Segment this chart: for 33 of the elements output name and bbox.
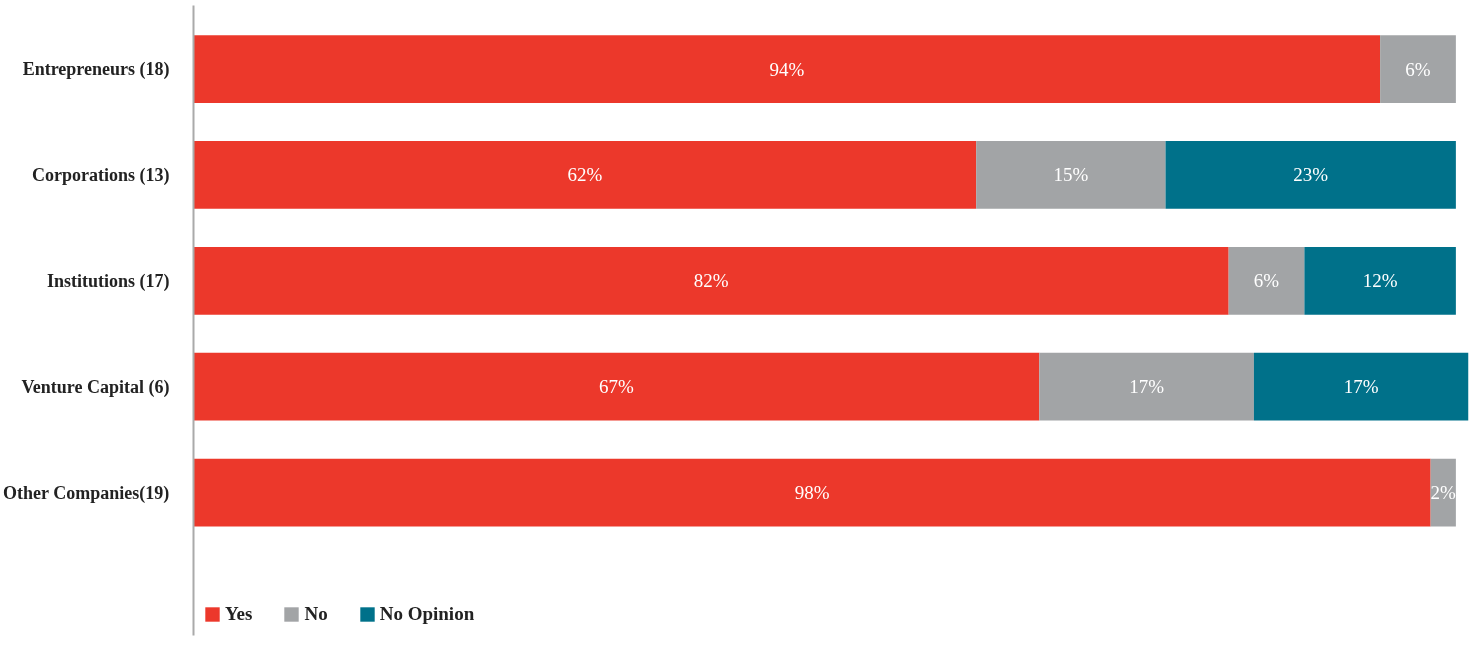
data-label: 17% bbox=[1129, 376, 1165, 398]
data-label: 23% bbox=[1293, 164, 1329, 186]
bar bbox=[1380, 35, 1456, 103]
data-label: 62% bbox=[567, 164, 603, 186]
bar bbox=[1039, 352, 1254, 421]
data-label: 15% bbox=[1053, 164, 1089, 186]
bar bbox=[193, 141, 977, 209]
data-label: 98% bbox=[794, 482, 830, 504]
data-label: 6% bbox=[1253, 270, 1280, 292]
bar bbox=[193, 246, 1229, 315]
bar bbox=[1253, 352, 1469, 421]
legend-label: No Opinion bbox=[379, 603, 475, 625]
data-label: 67% bbox=[598, 376, 634, 398]
bar bbox=[1165, 141, 1456, 209]
bar bbox=[976, 141, 1166, 209]
legend-label: Yes bbox=[225, 603, 253, 625]
data-label: 2% bbox=[1430, 482, 1457, 504]
bar bbox=[193, 458, 1431, 527]
legend-label: No bbox=[304, 603, 328, 625]
y-tick-label: Entrepreneurs (18) bbox=[22, 59, 170, 81]
data-label: 6% bbox=[1405, 58, 1431, 80]
bar bbox=[1228, 246, 1305, 315]
y-tick-label: Venture Capital (6) bbox=[21, 376, 170, 398]
y-tick-label: Corporations (13) bbox=[32, 164, 170, 186]
data-label: 17% bbox=[1343, 376, 1379, 398]
bar bbox=[193, 35, 1381, 103]
data-label: 94% bbox=[769, 58, 805, 80]
data-label: 82% bbox=[693, 270, 729, 292]
bar bbox=[1304, 246, 1456, 315]
data-label: 12% bbox=[1362, 270, 1398, 292]
bar bbox=[193, 352, 1040, 421]
y-tick-label: Institutions (17) bbox=[46, 270, 170, 292]
y-tick-label: Other Companies(19) bbox=[3, 482, 170, 504]
